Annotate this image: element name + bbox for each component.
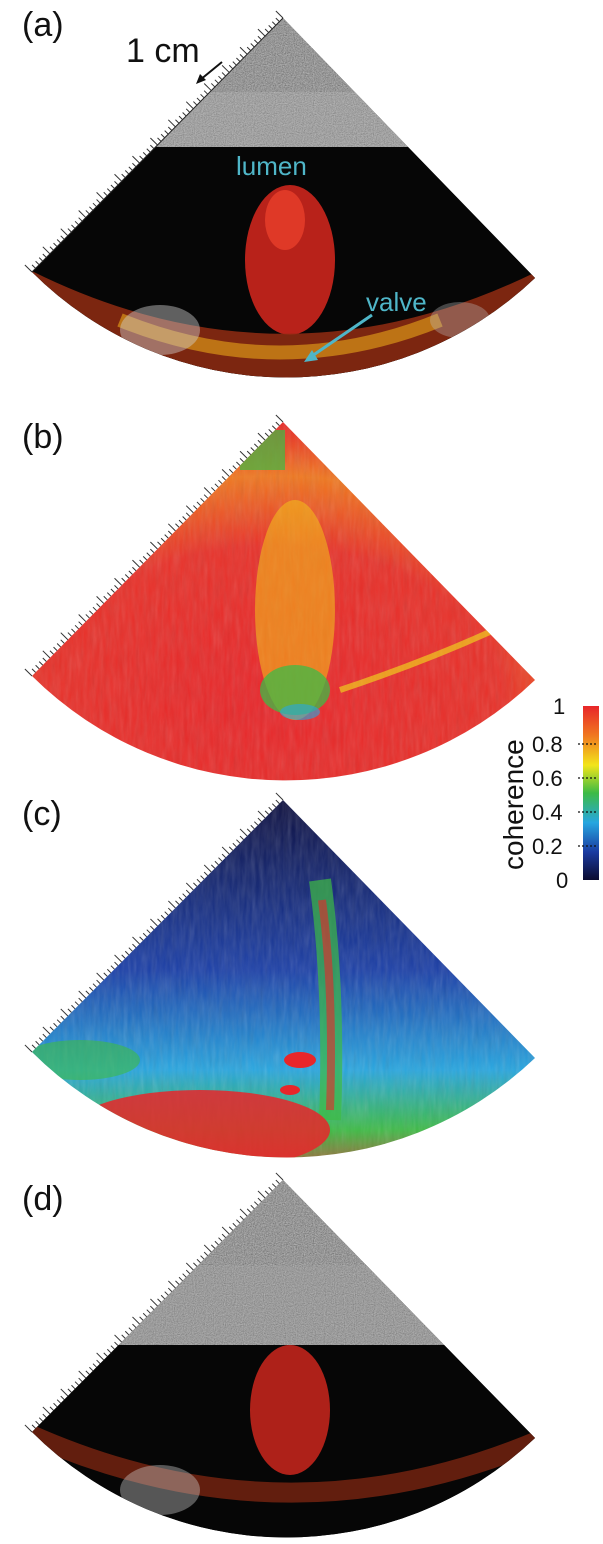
panel-label-c: (c) bbox=[22, 795, 62, 833]
colorbar-title: coherence bbox=[498, 739, 529, 870]
panel-label-a: (a) bbox=[22, 6, 64, 44]
colorbar-tick-0: 0 bbox=[556, 868, 569, 893]
panel-a-image bbox=[31, 17, 535, 378]
scale-bar-label: 1 cm bbox=[126, 32, 200, 70]
ruler-ticks bbox=[24, 10, 284, 1433]
valve-arrow-icon bbox=[304, 313, 373, 362]
colorbar-tick-0.6: 0.6 bbox=[532, 766, 563, 791]
valve-label: valve bbox=[366, 287, 427, 317]
scale-arrow-icon bbox=[196, 61, 223, 84]
panel-label-b: (b) bbox=[22, 418, 64, 456]
lumen-label: lumen bbox=[236, 151, 307, 181]
panel-d-image bbox=[32, 1180, 535, 1538]
colorbar-tick-0.2: 0.2 bbox=[532, 834, 563, 859]
colorbar-gradient bbox=[583, 706, 599, 880]
colorbar-tick-1: 1 bbox=[553, 694, 566, 719]
colorbar-tick-0.8: 0.8 bbox=[532, 732, 563, 757]
colorbar-ticks bbox=[578, 743, 596, 847]
panel-label-d: (d) bbox=[22, 1180, 64, 1218]
colorbar-tick-0.4: 0.4 bbox=[532, 800, 563, 825]
colorbar bbox=[578, 706, 599, 880]
